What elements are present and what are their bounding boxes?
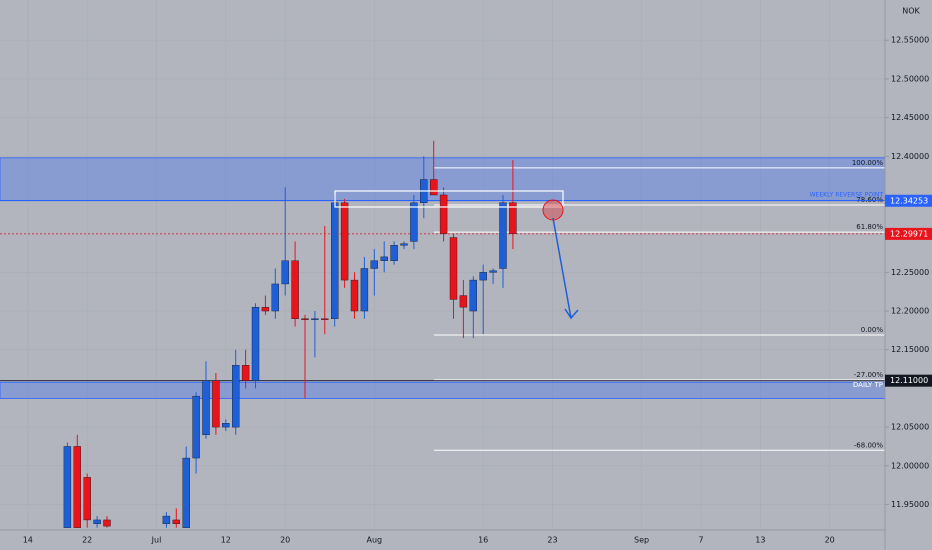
body bbox=[469, 279, 477, 312]
fib-label: 100.00% bbox=[852, 159, 883, 167]
body bbox=[459, 295, 468, 308]
price-tag bbox=[885, 227, 932, 240]
body bbox=[291, 260, 299, 319]
body bbox=[182, 457, 190, 528]
body bbox=[261, 306, 270, 312]
fib-label: 0.00% bbox=[861, 326, 884, 334]
body bbox=[212, 380, 220, 428]
zone bbox=[0, 157, 886, 201]
x-tick-label: Jul bbox=[151, 536, 162, 545]
body bbox=[400, 243, 408, 246]
currency: NOK bbox=[902, 7, 920, 16]
body bbox=[281, 260, 289, 285]
annotation: DAILY TP bbox=[853, 381, 883, 389]
body bbox=[340, 202, 349, 281]
body bbox=[202, 380, 210, 436]
body bbox=[439, 194, 448, 234]
y-tick-label: 11.95000 bbox=[891, 500, 929, 509]
annotation: WEEKLY REVERSE POINT bbox=[810, 192, 884, 199]
fib-label: 61.80% bbox=[856, 223, 883, 231]
x-tick-label: Sep bbox=[634, 536, 649, 545]
y-tick-label: 12.00000 bbox=[891, 461, 929, 470]
arrow-head bbox=[564, 308, 579, 320]
x-tick-label: 14 bbox=[23, 536, 33, 545]
body bbox=[162, 515, 171, 525]
body bbox=[73, 446, 82, 528]
body bbox=[192, 395, 200, 459]
axis: 11.95000 12.00000 12.05000 12.15000 12.20000… bbox=[23, 36, 932, 545]
x-tick-label: 7 bbox=[698, 536, 703, 545]
body bbox=[449, 237, 458, 300]
y-tick-label: 12.25000 bbox=[891, 268, 929, 277]
x-tick-label: 22 bbox=[82, 536, 92, 545]
body bbox=[93, 519, 101, 525]
x-tick-label: 13 bbox=[755, 536, 765, 545]
body bbox=[410, 202, 418, 242]
body bbox=[241, 364, 250, 381]
arrow bbox=[552, 217, 572, 319]
body bbox=[311, 318, 319, 320]
price-tag bbox=[885, 374, 932, 387]
body bbox=[271, 283, 279, 312]
body bbox=[499, 202, 507, 269]
x-tick-label: 20 bbox=[825, 536, 835, 545]
y-tick-label: 12.40000 bbox=[891, 152, 929, 161]
body bbox=[380, 256, 388, 261]
body bbox=[331, 202, 339, 319]
y-tick-label: 12.20000 bbox=[891, 307, 929, 316]
price-tag-label: 12.11000 bbox=[890, 376, 928, 385]
body bbox=[360, 268, 369, 312]
price-tag bbox=[885, 194, 932, 207]
x-tick-label: Aug bbox=[366, 536, 382, 545]
body bbox=[63, 446, 72, 528]
body bbox=[370, 260, 378, 269]
body bbox=[301, 318, 309, 320]
price-tag-label: 12.29971 bbox=[890, 229, 928, 238]
x-tick-label: 23 bbox=[547, 536, 557, 545]
grid bbox=[0, 0, 885, 530]
body bbox=[509, 202, 517, 234]
body bbox=[231, 364, 240, 428]
x-tick-label: 20 bbox=[280, 536, 290, 545]
y-tick-label: 12.15000 bbox=[891, 345, 929, 354]
x-tick-label: 16 bbox=[478, 536, 488, 545]
fib-label: -27.00% bbox=[854, 371, 884, 379]
zones bbox=[0, 157, 886, 399]
zone bbox=[0, 381, 886, 399]
body bbox=[479, 272, 487, 281]
body bbox=[489, 270, 497, 273]
body bbox=[430, 179, 438, 196]
reverse-box bbox=[334, 190, 564, 208]
body bbox=[83, 477, 91, 521]
reverse-circle bbox=[542, 199, 564, 221]
y-tick-label: 12.55000 bbox=[891, 36, 929, 45]
body bbox=[103, 519, 111, 527]
y-tick-label: 12.05000 bbox=[891, 423, 929, 432]
body bbox=[390, 245, 398, 261]
y-tick-label: 12.50000 bbox=[891, 74, 929, 83]
price-tag-label: 12.34253 bbox=[890, 196, 928, 205]
body bbox=[321, 318, 329, 320]
fib-label: 78.60% bbox=[856, 196, 883, 204]
body bbox=[222, 423, 230, 428]
x-tick-label: 12 bbox=[221, 536, 231, 545]
body bbox=[172, 519, 181, 525]
fib-label: -68.00% bbox=[854, 441, 884, 449]
y-tick-label: 12.45000 bbox=[891, 113, 929, 122]
body bbox=[251, 306, 260, 381]
body bbox=[350, 279, 359, 312]
